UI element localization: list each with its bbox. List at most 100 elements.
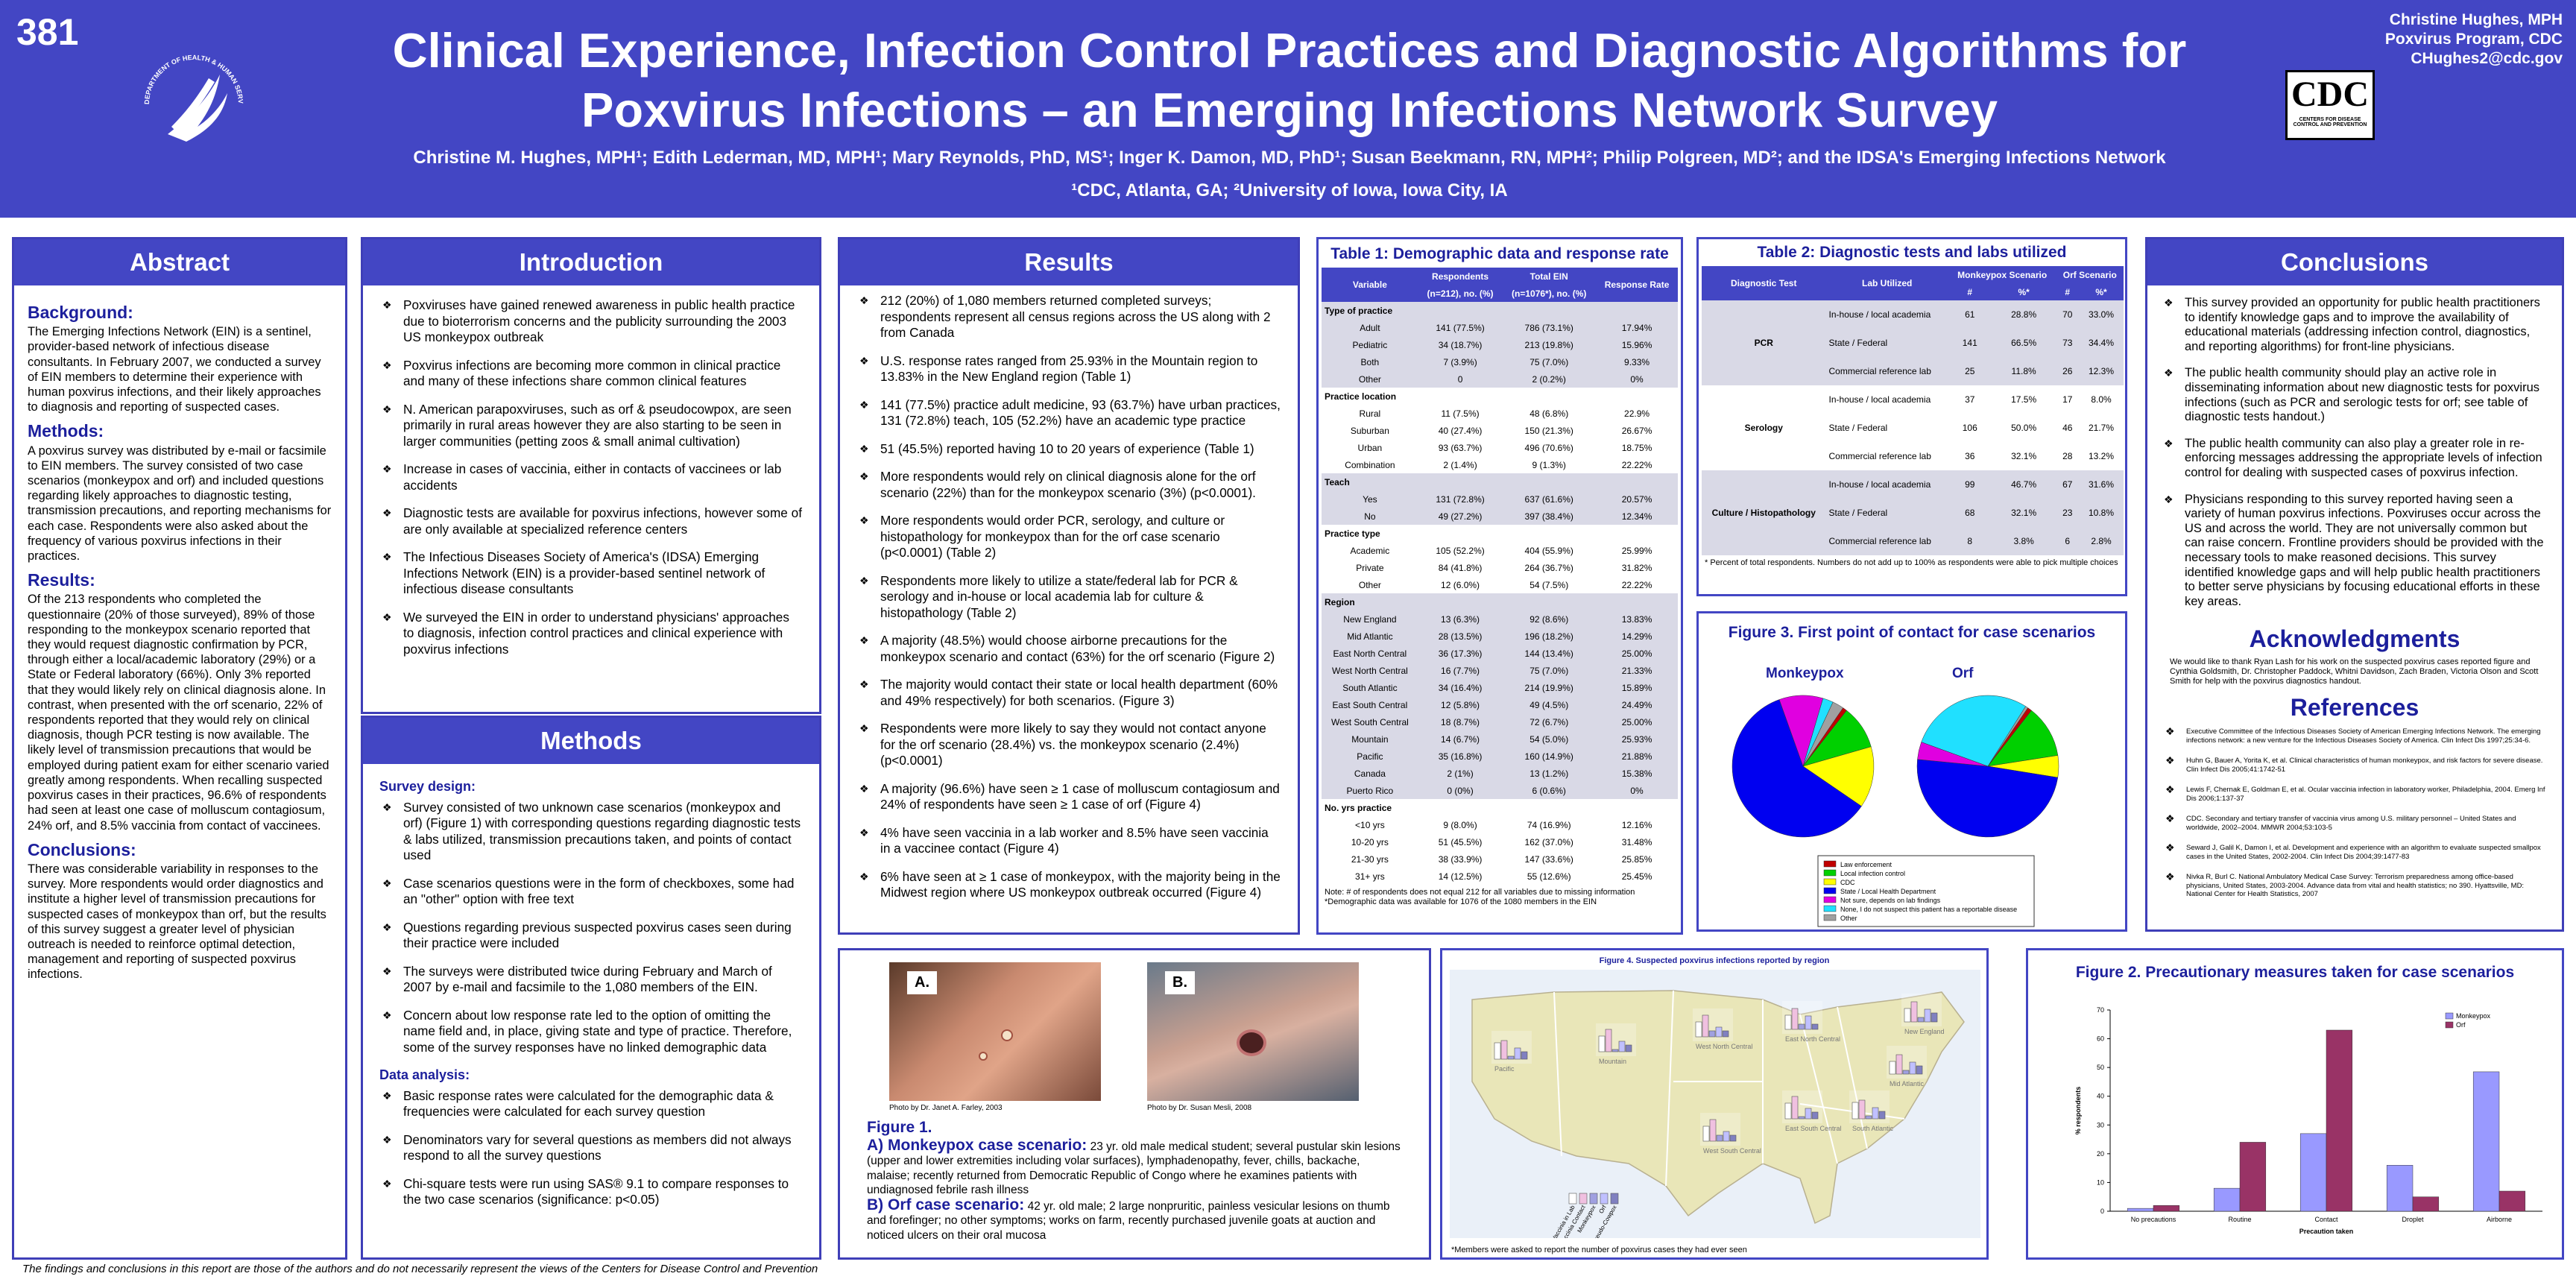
t1-cell: 12.16% [1621,819,1652,830]
table-row: Pacific 35 (16.8%) 160 (14.9%) 21.88% [1322,748,1678,765]
t1-cell: 12 (5.8%) [1441,699,1480,710]
fig4-bar [1784,1014,1792,1030]
hhs-seal-icon: DEPARTMENT OF HEALTH & HUMAN SERVICES US… [127,37,244,142]
reference-bullet: Executive Committee of the Infectious Di… [2162,727,2547,745]
conclusions-panel: Conclusions This survey provided an oppo… [2145,237,2564,932]
t2-cell: 6 [2065,536,2071,546]
fig4-bar [1695,1021,1702,1038]
t1-cell: 25.99% [1621,545,1652,556]
fig3-orf-slice [1987,706,2028,767]
t1-cell: West South Central [1330,716,1409,727]
reference-bullet: Lewis F, Chernak E, Goldman E, et al. Oc… [2162,786,2547,803]
legend-swatch [1823,860,1837,868]
t2-test-name: Serology [1744,423,1783,433]
t2-cell: Commercial reference lab [1828,451,1931,461]
chart-legend-swatch [2445,1021,2454,1029]
legend-label: State / Local Health Department [1840,888,1936,895]
t1-cell: 9 (8.0%) [1443,819,1477,830]
t2-cell: State / Federal [1828,338,1888,348]
t1-section: Type of practice [1325,305,1393,316]
acknowledgments-text: We would like to thank Ryan Lash for his… [2170,657,2539,686]
author-list: Christine M. Hughes, MPH¹; Edith Lederma… [413,148,2166,168]
fig4-bar [1729,1134,1737,1142]
t1-cell: 404 (55.9%) [1524,545,1573,556]
chart-legend-label: Monkeypox [2456,1012,2491,1020]
acknowledgments-title: Acknowledgments [2249,625,2460,653]
table-row: West North Central 16 (7.7%) 75 (7.0%) 21.3… [1322,662,1678,679]
t1-cell: 36 (17.3%) [1438,648,1483,659]
t2-head-test: Diagnostic Test [1702,266,1826,300]
fig4-bar [1723,1131,1730,1142]
chart-legend-label: Orf [2456,1021,2466,1029]
fig4-region-label: South Atlantic [1852,1125,1894,1132]
t2-cell: 106 [1962,423,1977,433]
results-bullet: More respondents would order PCR, serolo… [856,513,1281,561]
t1-head-variable: Variable [1322,268,1418,302]
fig4-region-label: East South Central [1785,1125,1842,1132]
us-map: Pacific Mountain West North Central East No… [1450,970,1980,1238]
t1-head-ein: Total EIN [1502,268,1597,285]
design-bullet: The surveys were distributed twice durin… [379,964,803,996]
table-row: Mountain 14 (6.7%) 54 (5.0%) 25.93% [1322,730,1678,748]
table1-panel: Table 1: Demographic data and response r… [1316,237,1683,935]
t1-cell: 397 (38.4%) [1524,511,1573,522]
bar-monkeypox [2299,1133,2327,1212]
t1-cell: <10 yrs [1355,819,1385,830]
abstract-conclusions-heading: Conclusions: [28,839,136,859]
t2-cell: Commercial reference lab [1828,366,1931,376]
design-bullet: Concern about low response rate led to t… [379,1008,803,1056]
table-row: 21-30 yrs 38 (33.9%) 147 (33.6%) 25.85% [1322,850,1678,868]
fig3-orf-slice [1987,710,2059,767]
t1-cell: Academic [1350,545,1390,556]
x-tick-label: Contact [2314,1216,2338,1223]
figure3-panel: Figure 3. First point of contact for cas… [1696,611,2127,932]
t1-cell: 72 (6.7%) [1530,716,1569,727]
t1-cell: Adult [1360,322,1380,333]
t1-cell: 49 (4.5%) [1530,699,1569,710]
fig4-legend-swatch [1589,1193,1598,1205]
design-bullet: Case scenarios questions were in the for… [379,876,803,908]
fig4-region-label: Pacific [1494,1065,1515,1073]
fig4-bar [1805,1015,1812,1030]
fig4-bar [1494,1042,1501,1060]
t1-cell: 10-20 yrs [1351,836,1389,847]
fig4-bar [1521,1051,1528,1060]
fig4-legend-swatch [1579,1193,1588,1205]
fig4-bar [1910,1001,1918,1023]
intro-bullet: The Infectious Diseases Society of Ameri… [379,549,803,598]
t2-cell: 31.6% [2088,479,2114,490]
poster-title: Clinical Experience, Infection Control P… [392,23,2187,137]
fig4-bar [1811,1111,1819,1120]
t1-cell: Puerto Rico [1346,785,1394,796]
t1-cell: New England [1343,613,1397,625]
table-row: <10 yrs 9 (8.0%) 74 (16.9%) 12.16% [1322,816,1678,833]
t1-cell: 25.00% [1621,648,1652,659]
t2-cell: 33.0% [2088,309,2114,320]
t1-head-ein-n: (n=1076*), no. (%) [1502,285,1597,302]
t1-cell: 84 (41.8%) [1438,562,1483,573]
t1-cell: 6 (0.6%) [1532,785,1566,796]
t1-cell: Rural [1359,408,1381,419]
t1-cell: 13 (1.2%) [1530,768,1569,779]
t2-cell: 25 [1965,366,1975,376]
results-bullet: 4% have seen vaccinia in a lab worker an… [856,825,1281,857]
t2-cell: 46 [2062,423,2073,433]
t2-cell: In-house / local academia [1828,394,1931,405]
intro-bullet: We surveyed the EIN in order to understa… [379,610,803,658]
legend-label: Local infection control [1840,870,1905,877]
t1-cell: 25.93% [1621,733,1652,745]
t1-section: Region [1325,596,1355,607]
t1-cell: 75 (7.0%) [1530,665,1569,676]
t1-cell: 7 (3.9%) [1443,356,1477,367]
t1-cell: 12.34% [1621,511,1652,522]
legend-swatch [1823,905,1837,912]
table-row: State / Federal 106 50.0% 46 21.7% [1702,414,2124,442]
legend-label: Law enforcement [1840,861,1892,868]
t1-cell: 15.38% [1621,768,1652,779]
table-row: East North Central 36 (17.3%) 144 (13.4%) 2… [1322,645,1678,662]
t2-cell: 8 [1967,536,1973,546]
fig4-bar [1716,1134,1723,1142]
t1-cell: 16 (7.7%) [1441,665,1480,676]
x-tick-label: Routine [2228,1216,2251,1223]
t1-cell: 15.89% [1621,682,1652,693]
